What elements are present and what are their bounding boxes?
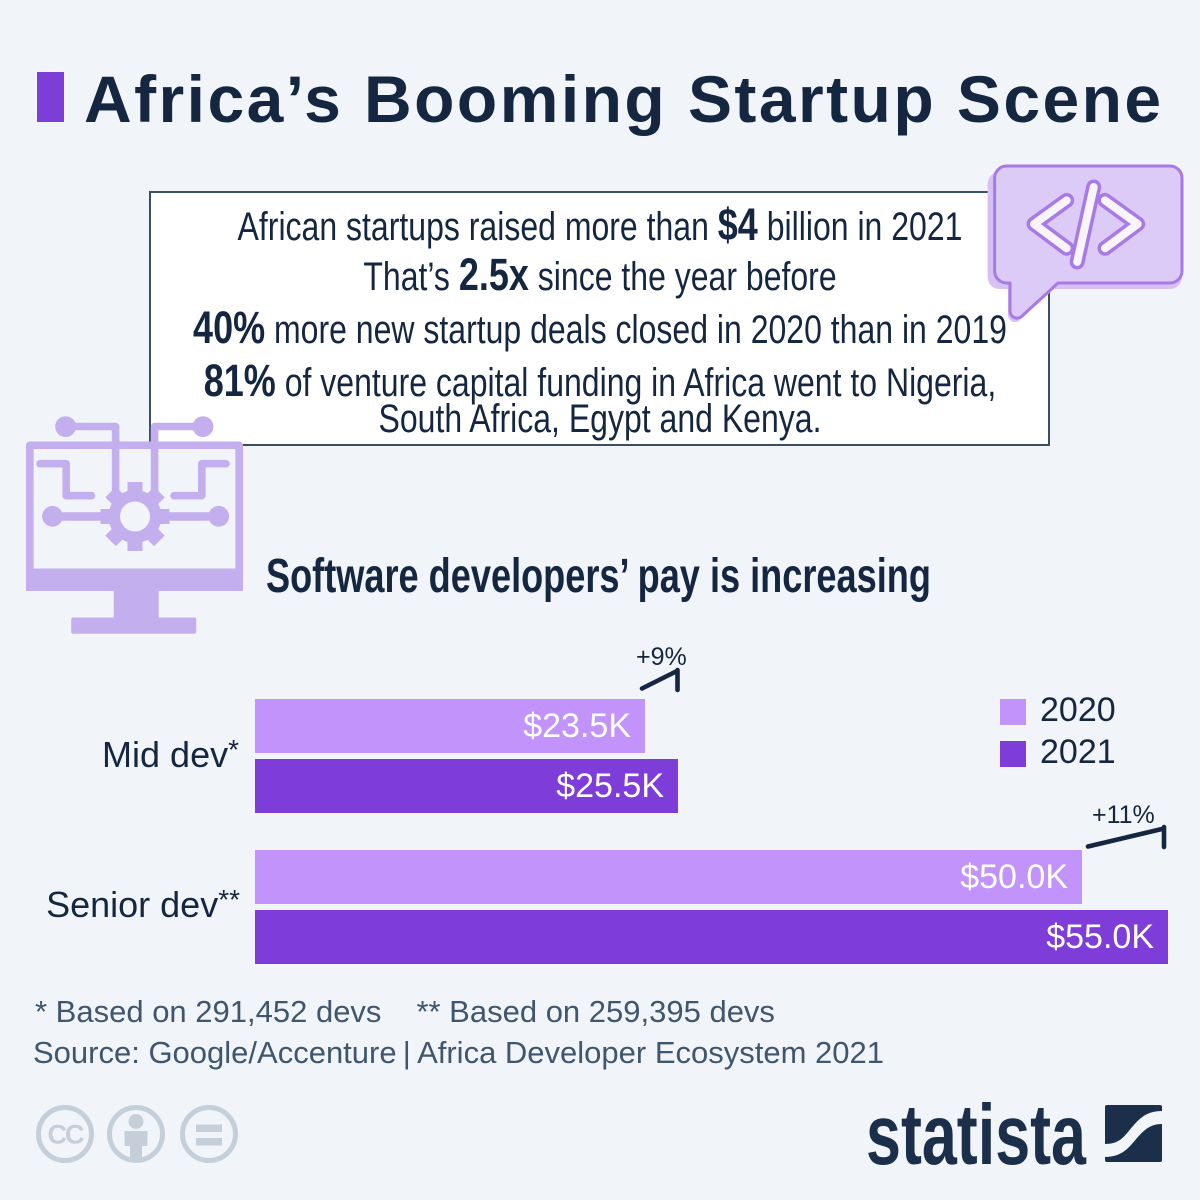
svg-text:statista: statista (866, 1088, 1087, 1175)
svg-text:CC: CC (48, 1120, 84, 1150)
